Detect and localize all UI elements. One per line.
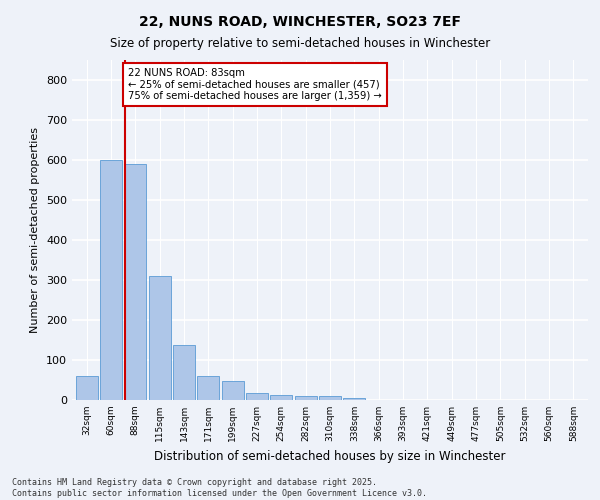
- Y-axis label: Number of semi-detached properties: Number of semi-detached properties: [31, 127, 40, 333]
- Text: 22, NUNS ROAD, WINCHESTER, SO23 7EF: 22, NUNS ROAD, WINCHESTER, SO23 7EF: [139, 15, 461, 29]
- Bar: [124, 164, 146, 400]
- Bar: [76, 376, 98, 400]
- Text: Size of property relative to semi-detached houses in Winchester: Size of property relative to semi-detach…: [110, 38, 490, 51]
- Bar: [173, 345, 195, 400]
- Bar: [343, 398, 365, 400]
- Bar: [271, 395, 292, 400]
- Bar: [100, 160, 122, 400]
- Bar: [295, 396, 317, 400]
- Text: 22 NUNS ROAD: 83sqm
← 25% of semi-detached houses are smaller (457)
75% of semi-: 22 NUNS ROAD: 83sqm ← 25% of semi-detach…: [128, 68, 382, 101]
- Bar: [221, 381, 244, 400]
- Bar: [149, 276, 170, 400]
- Bar: [197, 376, 219, 400]
- Bar: [246, 393, 268, 400]
- Bar: [319, 396, 341, 400]
- X-axis label: Distribution of semi-detached houses by size in Winchester: Distribution of semi-detached houses by …: [154, 450, 506, 462]
- Text: Contains HM Land Registry data © Crown copyright and database right 2025.
Contai: Contains HM Land Registry data © Crown c…: [12, 478, 427, 498]
